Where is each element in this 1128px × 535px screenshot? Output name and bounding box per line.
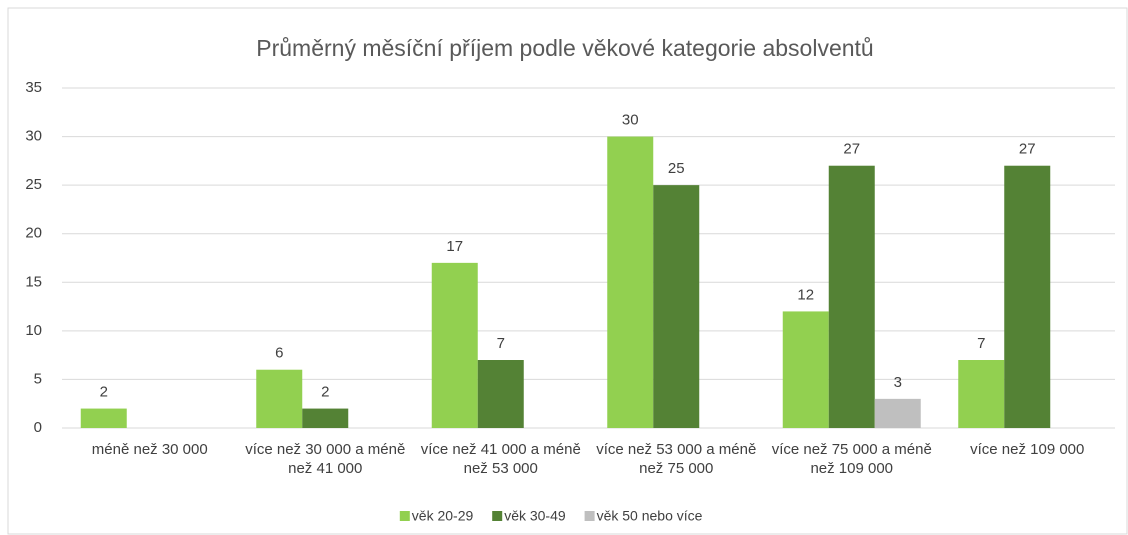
bar	[958, 360, 1005, 428]
bar	[782, 311, 829, 428]
legend-label: věk 30-49	[504, 508, 566, 524]
x-tick-label: méně než 30 000	[91, 441, 208, 458]
frame	[7, 7, 1128, 535]
bar	[607, 136, 654, 429]
legend-swatch	[584, 511, 595, 521]
legend-swatch	[399, 511, 410, 521]
data-label: 3	[894, 374, 902, 391]
legend-label: věk 20-29	[412, 508, 474, 524]
data-label: 2	[321, 384, 329, 401]
y-tick-label: 5	[34, 370, 42, 387]
x-tick-label: více než 30 000 a méně než 41 000	[245, 441, 406, 477]
x-tick-label: více než 53 000 a méně než 75 000	[596, 441, 757, 477]
y-tick-label: 10	[25, 322, 42, 339]
bar	[653, 185, 700, 428]
chart-title: Průměrný měsíční příjem podle věkové kat…	[256, 35, 873, 61]
bar	[80, 408, 127, 428]
y-tick-label: 25	[25, 176, 42, 193]
bar	[874, 398, 921, 428]
data-label: 12	[797, 286, 814, 303]
x-tick-label: více než 75 000 a méně než 109 000	[771, 441, 932, 477]
data-label: 6	[275, 345, 283, 362]
y-tick-label: 0	[34, 419, 42, 436]
data-label: 27	[1019, 141, 1036, 158]
y-tick-label: 35	[25, 79, 42, 96]
y-tick-label: 30	[25, 128, 42, 145]
data-label: 30	[622, 112, 639, 129]
bar	[302, 408, 349, 428]
y-tick-label: 15	[25, 273, 42, 290]
x-tick-label: více než 41 000 a méně než 53 000	[420, 441, 581, 477]
bar	[828, 165, 875, 428]
data-label: 2	[100, 384, 108, 401]
data-label: 25	[668, 160, 685, 177]
legend-swatch	[492, 511, 503, 521]
bar	[1004, 165, 1051, 428]
legend-label: věk 50 nebo více	[597, 508, 703, 524]
bar	[431, 262, 478, 428]
y-tick-label: 20	[25, 225, 42, 242]
data-label: 7	[977, 335, 985, 352]
bar	[477, 360, 524, 428]
bar	[256, 369, 303, 428]
x-tick-label: více než 109 000	[970, 441, 1085, 458]
data-label: 7	[497, 335, 505, 352]
data-label: 27	[843, 141, 860, 158]
data-label: 17	[446, 238, 463, 255]
